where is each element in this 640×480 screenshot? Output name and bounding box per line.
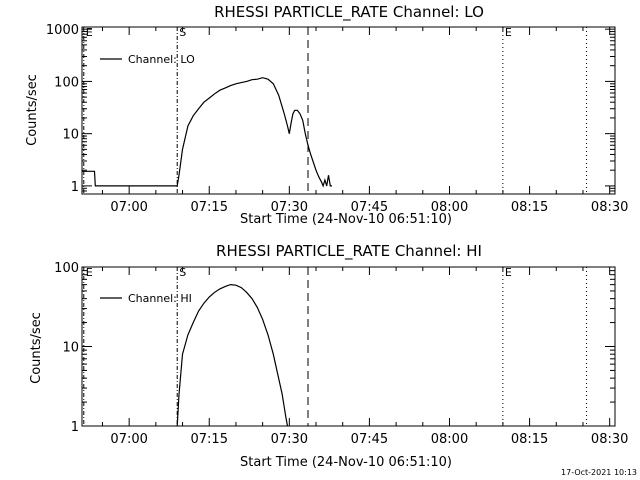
x-tick-label: 08:15 <box>511 200 548 215</box>
legend-entry: Channel: LO <box>128 53 195 66</box>
y-axis-label: Counts/sec <box>29 312 44 384</box>
x-tick-label: 07:30 <box>271 432 308 447</box>
time-marker-label: S <box>179 266 186 279</box>
x-tick-label: 08:15 <box>511 432 548 447</box>
y-tick-label: 1 <box>71 180 79 195</box>
x-tick-label: 07:00 <box>110 432 147 447</box>
x-tick-label: 07:00 <box>110 200 147 215</box>
x-axis-label: Start Time (24-Nov-10 06:51:10) <box>240 212 452 227</box>
y-tick-label: 10 <box>62 341 79 356</box>
chart-panel-hi: RHESSI PARTICLE_RATE Channel: HI Start T… <box>29 242 628 470</box>
y-tick-label: 100 <box>54 75 79 90</box>
time-marker-label: E <box>505 266 512 279</box>
x-tick-label: 07:15 <box>191 200 228 215</box>
chart-title: RHESSI PARTICLE_RATE Channel: LO <box>214 3 484 22</box>
time-marker-label: E <box>86 26 93 39</box>
x-tick-label: 08:30 <box>591 200 628 215</box>
time-marker-label: E <box>86 266 93 279</box>
x-tick-label: 07:30 <box>271 200 308 215</box>
x-axis-label: Start Time (24-Nov-10 06:51:10) <box>240 455 452 470</box>
x-tick-label: 07:45 <box>351 200 388 215</box>
y-tick-label: 10 <box>62 128 79 143</box>
series-line <box>176 283 289 427</box>
y-tick-label: 1 <box>71 420 79 435</box>
x-tick-label: 07:45 <box>351 432 388 447</box>
series-line <box>82 77 332 188</box>
y-tick-label: 1000 <box>46 23 79 38</box>
x-tick-label: 08:00 <box>431 432 468 447</box>
y-tick-label: 100 <box>54 261 79 276</box>
x-tick-label: 07:15 <box>191 432 228 447</box>
x-tick-label: 08:00 <box>431 200 468 215</box>
plot-frame <box>81 266 616 427</box>
y-axis-label: Counts/sec <box>25 74 40 146</box>
time-marker-label: S <box>179 26 186 39</box>
chart-title: RHESSI PARTICLE_RATE Channel: HI <box>216 242 482 261</box>
time-marker-label: E <box>505 26 512 39</box>
chart-panel-lo: RHESSI PARTICLE_RATE Channel: LO Start T… <box>25 3 628 227</box>
footer-timestamp: 17-Oct-2021 10:13 <box>561 468 637 477</box>
plot-frame <box>81 26 616 195</box>
legend-entry: Channel: HI <box>128 292 192 305</box>
x-tick-label: 08:30 <box>591 432 628 447</box>
